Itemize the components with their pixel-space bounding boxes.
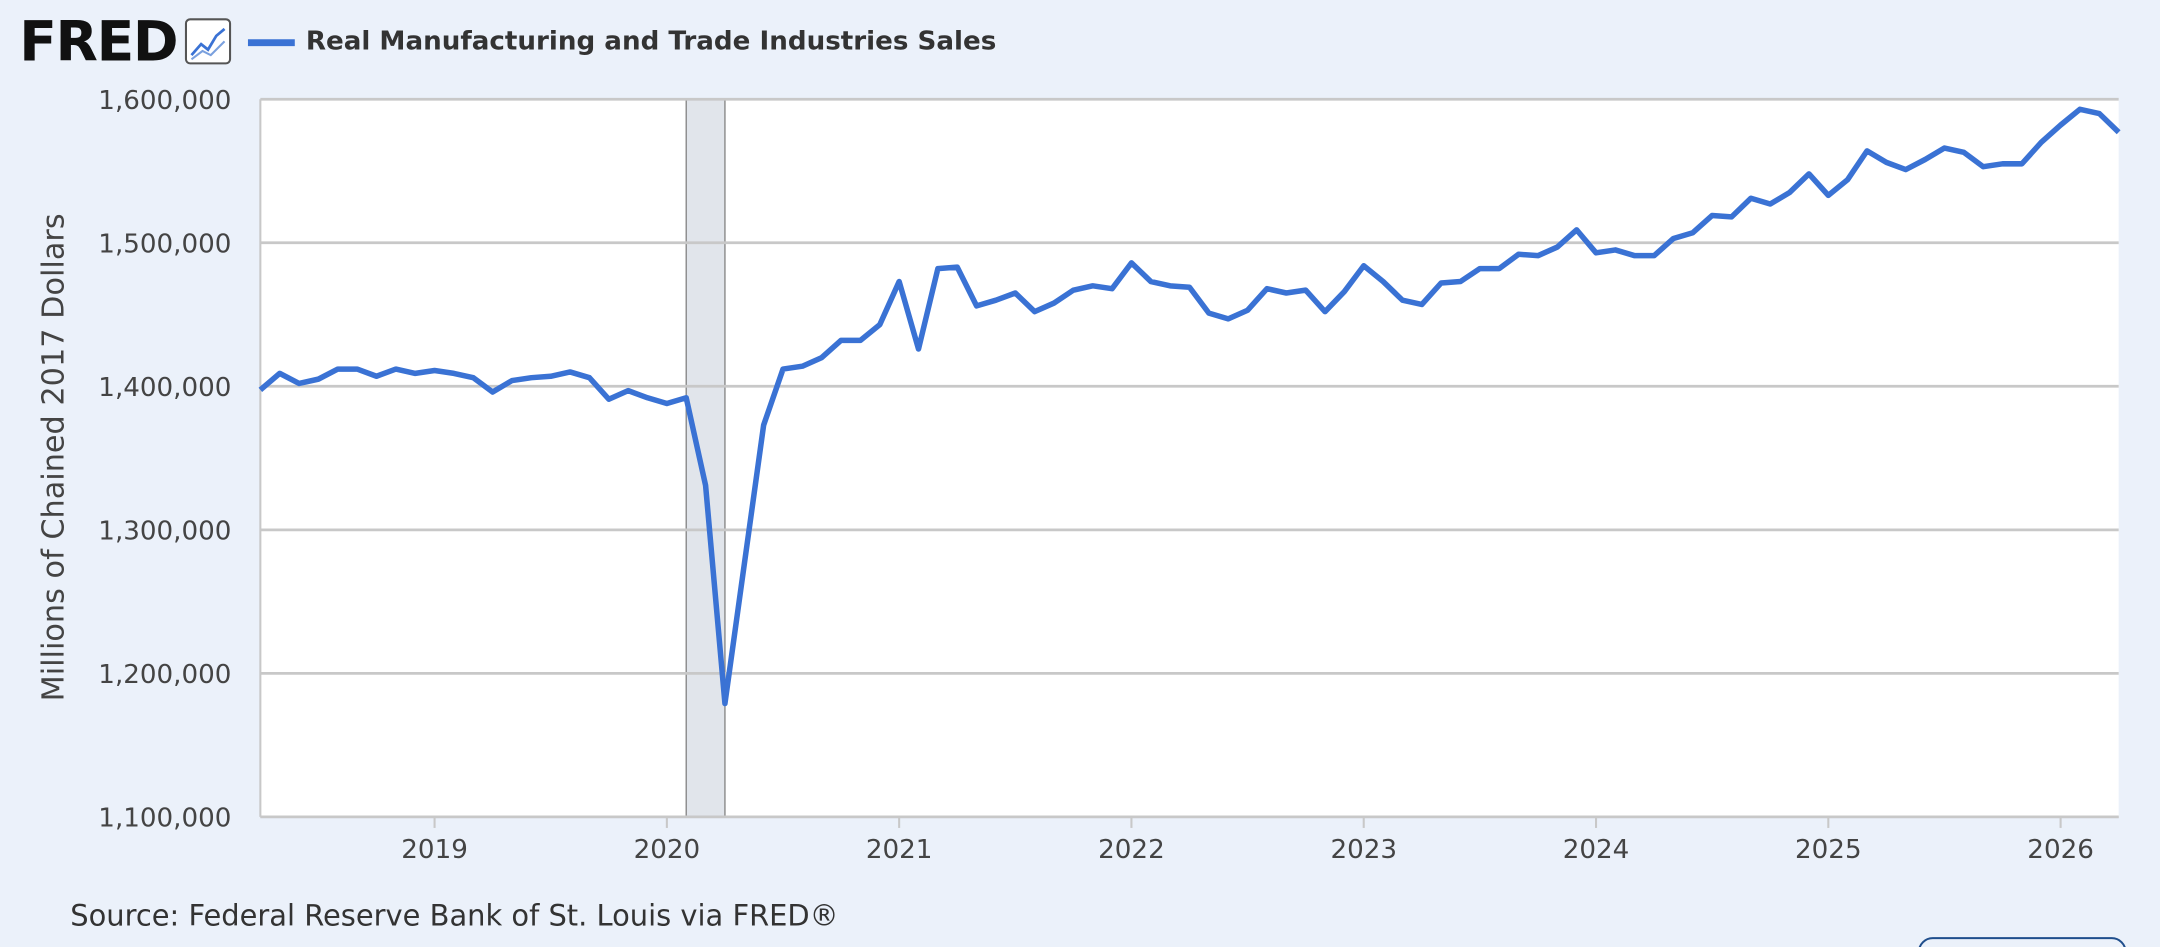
source: Source: Federal Reserve Bank of St. Loui… xyxy=(70,899,838,933)
x-tick-label: 2024 xyxy=(1563,835,1630,865)
x-tick-label: 2020 xyxy=(634,835,701,865)
y-tick-label: 1,100,000 xyxy=(98,804,231,834)
x-tick-label: 2022 xyxy=(1098,835,1165,865)
y-tick-label: 1,500,000 xyxy=(98,229,231,259)
x-tick-label: 2021 xyxy=(866,835,933,865)
y-tick-label: 1,600,000 xyxy=(98,86,231,116)
y-tick-label: 1,400,000 xyxy=(98,373,231,403)
y-tick-label: 1,300,000 xyxy=(98,516,231,546)
logo-icon xyxy=(184,18,232,65)
recession-band xyxy=(685,98,726,818)
x-tick-label: 2025 xyxy=(1795,835,1862,865)
logo: FRED xyxy=(19,10,177,74)
series-line xyxy=(258,106,2121,707)
button[interactable] xyxy=(1918,937,2126,947)
plot-area xyxy=(260,99,2119,817)
y-axis-label: Millions of Chained 2017 Dollars xyxy=(36,213,71,701)
x-tick-label: 2026 xyxy=(2027,835,2094,865)
x-tick-label: 2023 xyxy=(1330,835,1397,865)
y-tick-label: 1,200,000 xyxy=(98,660,231,690)
legend-label: Real Manufacturing and Trade Industries … xyxy=(306,27,997,57)
x-tick-label: 2019 xyxy=(401,835,468,865)
